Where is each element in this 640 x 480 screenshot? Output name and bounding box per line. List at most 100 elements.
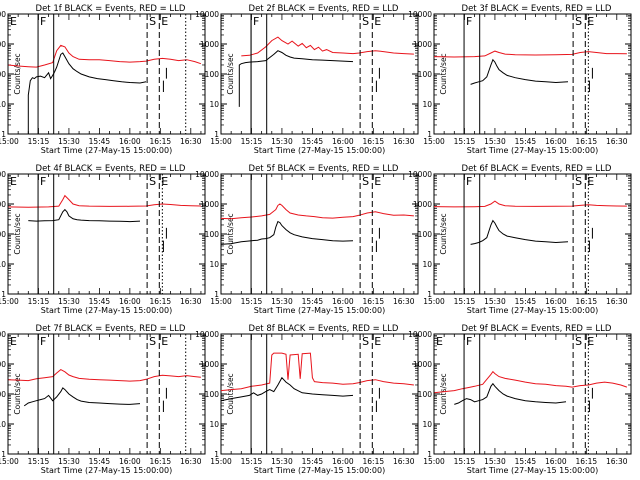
plot-frame [7,173,206,295]
y-tick-label: 1000 [413,360,432,369]
plot-frame [433,333,632,455]
chart-title: Det 2f BLACK = Events, RED = LLD [249,4,399,14]
y-tick-label: 10 [209,260,219,269]
chart-title: Det 3f BLACK = Events, RED = LLD [462,4,612,14]
y-axis-label: Counts/sec [226,373,235,414]
chart-title: Det 9f BLACK = Events, RED = LLD [462,324,612,334]
chart-title: Det 4f BLACK = Events, RED = LLD [36,164,186,174]
y-tick-label: 1 [1,130,6,139]
chart-panel: Det 5f BLACK = Events, RED = LLD 1 10 100 10… [195,164,419,315]
x-tick-label: 15:30 [58,297,80,306]
x-tick-label: 15:00 [423,457,445,466]
events-series-line [220,220,354,245]
chart-panel: Det 9f BLACK = Events, RED = LLD 1 10 100 10… [408,324,632,475]
lld-series-line [433,370,628,394]
event-marker-label: F [40,175,46,188]
x-tick-label: 15:45 [89,137,111,146]
lld-series-line [220,203,414,220]
y-tick-label: 1 [214,450,219,459]
x-tick-label: 15:45 [515,297,537,306]
x-tick-label: 15:30 [58,457,80,466]
event-marker-label: E [374,335,381,348]
x-tick-label: 16:30 [393,297,415,306]
y-tick-label: 10 [0,100,6,109]
gap-indicator-mark [588,387,593,413]
y-tick-label: 100 [418,390,433,399]
y-tick-label: 10 [0,420,6,429]
lld-series-line [7,369,201,382]
chart-panel: Det 6f BLACK = Events, RED = LLD 1 10 100 10… [408,164,632,315]
x-tick-label: 15:45 [89,297,111,306]
y-tick-label: 10000 [0,170,6,179]
x-tick-label: 16:00 [119,457,141,466]
x-tick-label: 15:00 [0,297,19,306]
event-marker-label: S [362,335,369,348]
x-axis-label: Start Time (27-May-15 15:00:00) [467,466,598,475]
x-tick-label: 15:00 [423,137,445,146]
y-axis-label: Counts/sec [439,53,448,94]
x-tick-label: 15:15 [241,137,263,146]
plot-frame [220,173,419,295]
x-tick-label: 16:00 [545,457,567,466]
lld-series-line [433,50,627,58]
chart-panel: Det 3f BLACK = Events, RED = LLD 1 10 100 10… [408,4,632,155]
gap-indicator-mark [375,387,380,413]
event-marker-label: S [575,335,582,348]
gap-indicator-mark [375,67,380,93]
x-tick-label: 16:15 [150,457,172,466]
event-marker-label: E [374,15,381,28]
x-tick-label: 16:15 [576,297,598,306]
x-tick-label: 15:15 [241,297,263,306]
x-axis-label: Start Time (27-May-15 15:00:00) [254,466,385,475]
x-tick-label: 15:15 [28,137,50,146]
y-tick-label: 1 [214,290,219,299]
x-tick-label: 15:30 [271,297,293,306]
y-tick-label: 1000 [200,360,219,369]
events-series-line [28,208,141,223]
y-tick-label: 10000 [408,170,432,179]
y-tick-label: 10000 [0,10,6,19]
y-axis-label: Counts/sec [226,213,235,254]
chart-panel: Det 2f BLACK = Events, RED = LLD 1 10 100 10… [195,4,419,155]
x-tick-label: 15:15 [454,297,476,306]
event-marker-label: F [253,15,259,28]
events-series-line [27,52,147,134]
chart-title: Det 1f BLACK = Events, RED = LLD [36,4,186,14]
chart-title: Det 6f BLACK = Events, RED = LLD [462,164,612,174]
plot-frame [433,173,632,295]
y-tick-label: 10 [422,420,432,429]
x-tick-label: 16:15 [363,457,385,466]
chart-panel: Det 1f BLACK = Events, RED = LLD 1 10 100 10… [0,4,206,155]
y-axis-label: Counts/sec [13,53,22,94]
x-tick-label: 16:00 [119,137,141,146]
event-marker-label: E [374,175,381,188]
x-tick-label: 16:00 [545,297,567,306]
x-tick-label: 16:30 [180,297,202,306]
x-tick-label: 15:15 [28,297,50,306]
x-tick-label: 15:30 [484,297,506,306]
x-tick-label: 16:30 [606,457,628,466]
lld-series-line [7,44,202,68]
chart-panel: Det 7f BLACK = Events, RED = LLD 1 10 100 10… [0,324,206,475]
x-tick-label: 16:30 [180,457,202,466]
events-series-line [470,58,569,85]
x-axis-label: Start Time (27-May-15 15:00:00) [467,146,598,155]
y-tick-label: 100 [418,230,433,239]
event-marker-label: E [10,335,17,348]
y-tick-label: 10000 [195,170,219,179]
y-axis-label: Counts/sec [439,213,448,254]
event-marker-label: S [149,15,156,28]
y-tick-label: 1000 [200,40,219,49]
event-marker-label: F [466,175,472,188]
x-tick-label: 15:30 [271,137,293,146]
x-tick-label: 15:00 [210,297,232,306]
x-tick-label: 15:30 [484,457,506,466]
y-tick-label: 1000 [0,40,6,49]
y-tick-label: 100 [205,70,220,79]
x-tick-label: 16:00 [332,297,354,306]
x-tick-label: 16:15 [576,137,598,146]
x-tick-label: 15:00 [0,457,19,466]
gap-indicator-mark [162,387,167,413]
events-series-line [470,219,569,245]
